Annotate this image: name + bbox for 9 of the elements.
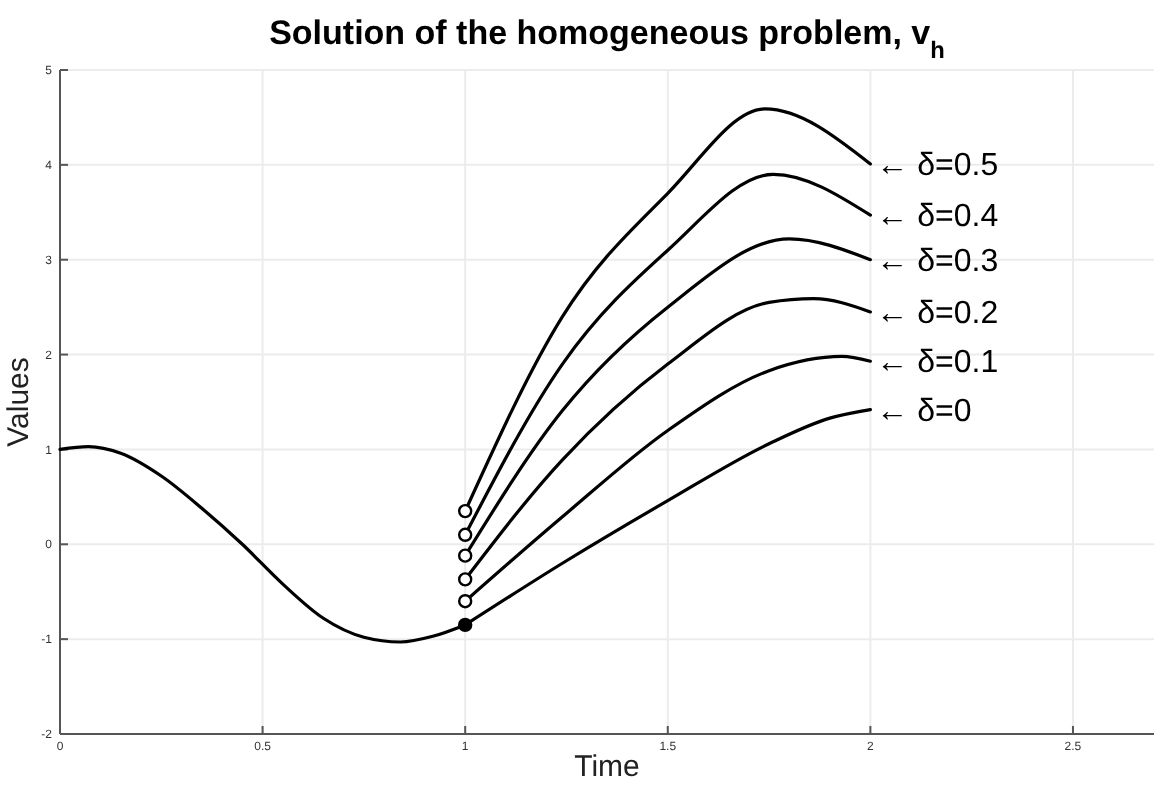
series-label: ← δ=0.2: [876, 297, 999, 332]
series-label: ← δ=0.1: [876, 346, 999, 381]
series-label: ← δ=0.4: [876, 200, 999, 235]
chart-title: Solution of the homogeneous problem, v$_{h}$: [269, 14, 945, 64]
series-label: ← δ=0.5: [876, 149, 999, 184]
y-axis-title: Values: [2, 357, 36, 447]
series-label: ← δ=0.3: [876, 244, 999, 279]
series-label: ← δ=0: [876, 394, 972, 429]
x-axis-title: Time: [574, 750, 640, 784]
